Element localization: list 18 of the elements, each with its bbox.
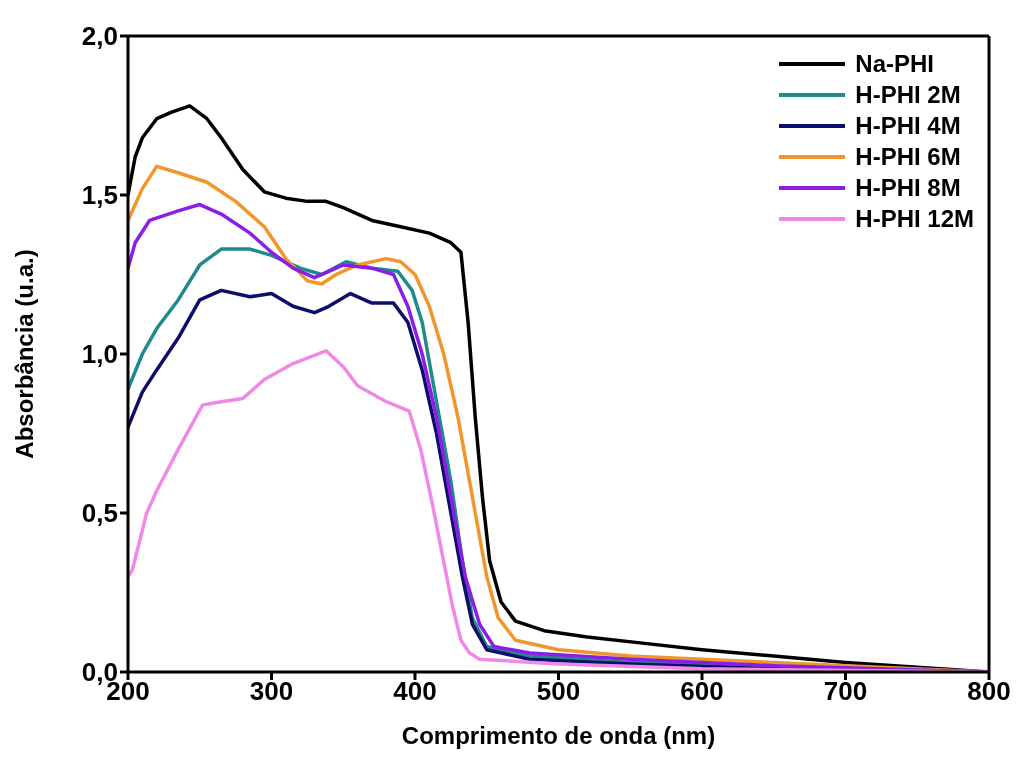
legend-label: H-PHI 4M [855,111,961,140]
y-tick-label: 2,0 [81,21,118,52]
y-tick-label: 1,5 [81,180,118,211]
x-tick-label: 600 [680,676,724,707]
legend-label: H-PHI 6M [855,142,961,171]
x-tick-label: 400 [393,676,437,707]
x-tick-label: 300 [249,676,294,707]
y-axis-title: Absorbância (u.a.) [10,249,38,459]
legend-label: H-PHI 2M [855,80,961,109]
x-tick-label: 800 [967,676,1011,707]
x-tick-label: 700 [823,676,868,707]
legend-label: H-PHI 12M [855,204,974,233]
legend-label: Na-PHI [855,49,934,78]
x-tick-label: 500 [536,676,581,707]
y-tick-label: 0,5 [81,498,118,529]
y-tick-label: 1,0 [81,339,118,370]
legend-label: H-PHI 8M [855,173,961,202]
x-axis-title: Comprimento de onda (nm) [401,722,716,749]
